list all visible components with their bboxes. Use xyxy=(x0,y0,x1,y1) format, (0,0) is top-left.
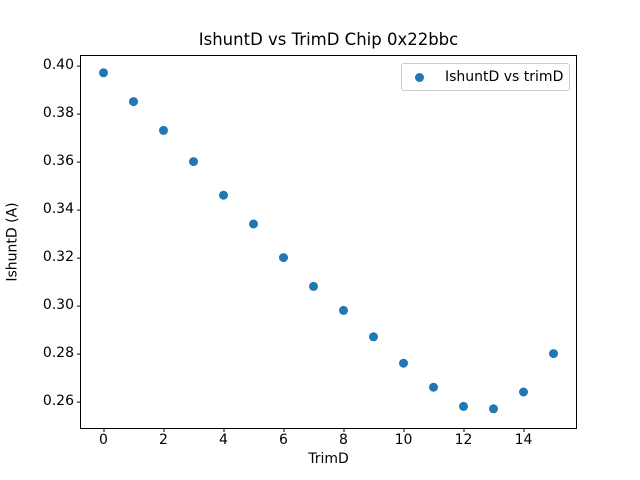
chart-title: IshuntD vs TrimD Chip 0x22bbc xyxy=(198,30,459,49)
data-point xyxy=(219,190,228,200)
y-tick-label: 0.34 xyxy=(42,200,74,217)
y-tick-label: 0.28 xyxy=(42,344,74,361)
legend-entry-label: IshuntD vs trimD xyxy=(445,68,564,85)
data-point xyxy=(159,125,168,135)
y-axis-title: IshuntD (A) xyxy=(4,202,21,282)
x-tick-label: 8 xyxy=(339,432,348,448)
x-axis-title: TrimD xyxy=(308,451,349,467)
data-point xyxy=(459,401,468,411)
legend-marker-icon xyxy=(415,72,424,82)
y-tick-label: 0.30 xyxy=(42,296,74,313)
data-point xyxy=(489,404,498,414)
x-tick-label: 4 xyxy=(219,432,228,448)
y-tick-label: 0.40 xyxy=(42,56,74,73)
data-point xyxy=(249,219,258,229)
y-tick-label: 0.38 xyxy=(42,104,74,121)
x-tick-label: 0 xyxy=(99,432,108,448)
x-tick-label: 2 xyxy=(159,432,168,448)
data-point xyxy=(189,157,198,167)
data-point xyxy=(309,281,318,291)
data-point xyxy=(99,68,108,78)
data-point xyxy=(549,349,558,359)
x-tick-label: 14 xyxy=(514,432,533,448)
x-tick-label: 6 xyxy=(279,432,288,448)
x-tick-label: 12 xyxy=(454,432,473,448)
legend-box: IshuntD vs trimD xyxy=(401,63,570,91)
data-point xyxy=(339,305,348,315)
data-point xyxy=(279,253,288,263)
x-tick-label: 10 xyxy=(394,432,413,448)
y-tick-label: 0.26 xyxy=(42,392,74,409)
axes-frame xyxy=(80,55,577,429)
y-tick-label: 0.36 xyxy=(42,152,74,169)
data-point xyxy=(369,332,378,342)
data-point xyxy=(429,382,438,392)
data-point xyxy=(519,387,528,397)
y-tick-label: 0.32 xyxy=(42,248,74,265)
data-point xyxy=(129,97,138,107)
data-point xyxy=(399,358,408,368)
